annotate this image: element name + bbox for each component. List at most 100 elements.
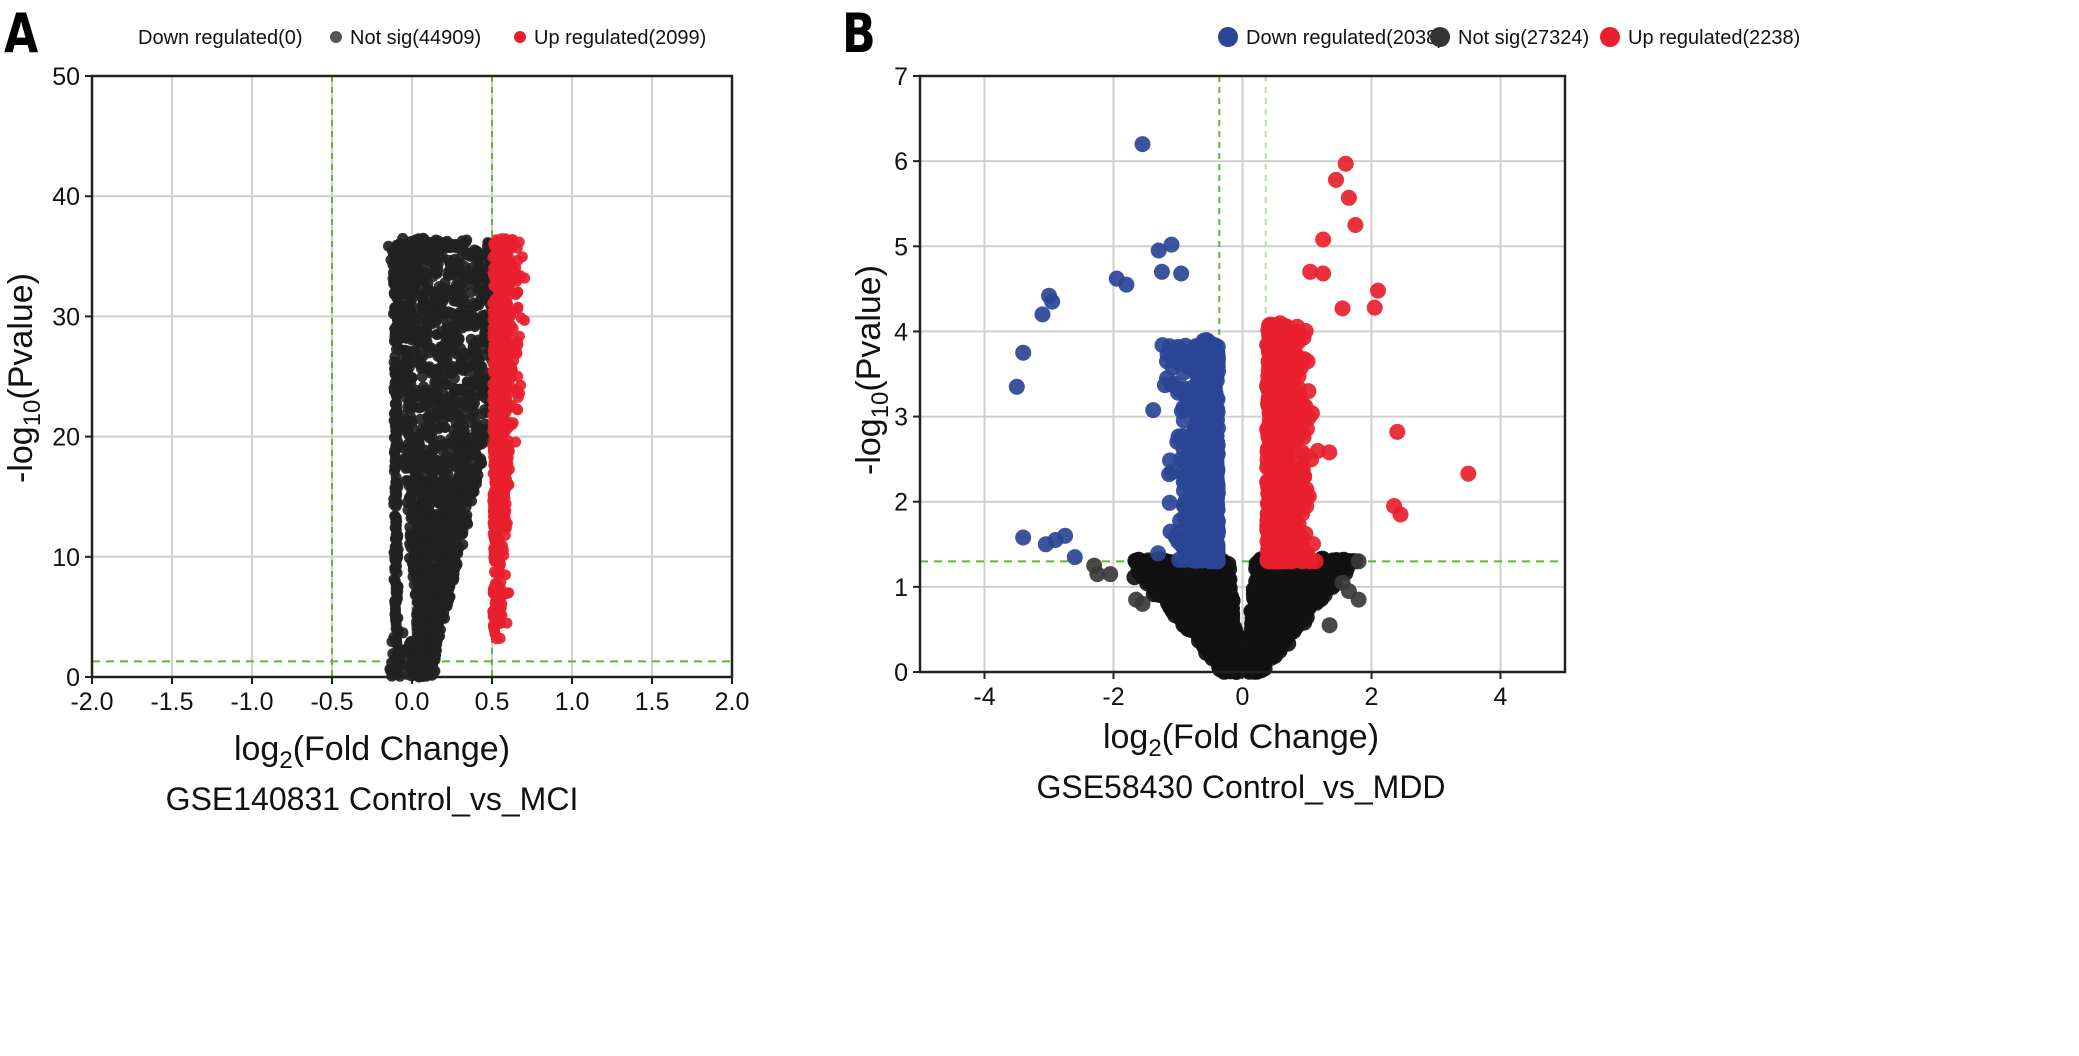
point-not-sig (409, 563, 421, 575)
point-not-sig (398, 376, 410, 388)
point-not-sig (391, 314, 403, 325)
point-not-sig (390, 595, 402, 607)
point-not-sig (1160, 595, 1176, 612)
y-tick-label: 20 (52, 424, 80, 452)
point-not-sig (403, 318, 415, 330)
point-not-sig (1208, 583, 1225, 600)
point-not-sig (468, 319, 480, 331)
point-not-sig (412, 460, 424, 472)
point-up-regulated (512, 286, 524, 298)
point-not-sig (437, 445, 449, 457)
point-down-regulated (1206, 463, 1223, 480)
point-not-sig (388, 432, 400, 444)
point-not-sig (1102, 566, 1119, 583)
point-not-sig (429, 439, 441, 451)
point-not-sig (421, 269, 433, 281)
point-up-regulated (502, 352, 514, 364)
point-not-sig (475, 455, 487, 467)
point-not-sig (446, 478, 458, 490)
point-not-sig (425, 641, 437, 653)
point-up-regulated (495, 602, 507, 614)
point-not-sig (445, 258, 457, 270)
point-not-sig (391, 479, 403, 491)
point-up-regulated (516, 251, 528, 263)
point-not-sig (1283, 607, 1300, 624)
point-down-regulated (1191, 463, 1208, 480)
point-not-sig (388, 465, 400, 477)
point-not-sig (451, 522, 463, 534)
point-not-sig (433, 281, 445, 292)
point-not-sig (456, 240, 468, 252)
point-up-regulated (491, 368, 503, 380)
point-not-sig (419, 397, 431, 409)
point-down-regulated (1203, 545, 1220, 561)
point-up-regulated (513, 236, 525, 248)
x-tick-label: -1.5 (150, 688, 193, 716)
point-not-sig (1212, 627, 1229, 643)
point-not-sig (1350, 591, 1367, 608)
point-not-sig (421, 236, 433, 248)
point-not-sig (461, 509, 473, 521)
point-up-regulated (503, 463, 515, 475)
x-tick-label: 2.0 (715, 688, 750, 716)
point-not-sig (389, 451, 401, 462)
point-up-regulated (511, 403, 523, 415)
point-up-regulated (497, 255, 509, 267)
point-not-sig (446, 322, 458, 334)
point-up-regulated (489, 267, 501, 279)
point-up-regulated (494, 568, 506, 579)
point-not-sig (1221, 606, 1238, 623)
point-up-regulated (491, 464, 503, 476)
point-down-regulated (1207, 429, 1224, 446)
point-up-regulated (494, 474, 506, 486)
point-up-regulated (495, 454, 507, 465)
point-down-regulated (1161, 466, 1178, 483)
grid-b (920, 75, 1565, 673)
point-not-sig (391, 635, 403, 647)
point-not-sig (415, 246, 427, 257)
point-not-sig (438, 578, 450, 589)
point-not-sig (427, 610, 439, 622)
point-down-regulated (1199, 480, 1216, 497)
point-not-sig (441, 489, 453, 501)
point-not-sig (474, 251, 485, 263)
point-not-sig (411, 486, 423, 497)
point-up-regulated (501, 617, 513, 629)
point-not-sig (1255, 605, 1272, 622)
y-axis-title-a: -log10(Pvalue) (2, 273, 46, 483)
point-not-sig (427, 471, 438, 483)
point-not-sig (409, 656, 421, 667)
point-not-sig (404, 448, 416, 460)
point-not-sig (447, 574, 459, 586)
point-not-sig (399, 239, 411, 251)
point-not-sig (415, 413, 426, 425)
volcano-plot-a: -2.0 -1.5 -1.0 -0.5 0.0 0.5 1.0 1.5 2.0010203040… (2, 27, 749, 817)
point-not-sig (421, 336, 433, 348)
point-up-regulated (493, 327, 505, 338)
point-not-sig (447, 399, 459, 411)
point-not-sig (459, 493, 471, 505)
point-down-regulated (1198, 374, 1215, 390)
point-not-sig (1321, 617, 1338, 634)
point-up-regulated (493, 237, 505, 249)
point-not-sig (385, 254, 397, 266)
point-up-regulated (501, 339, 512, 351)
point-not-sig (429, 521, 440, 533)
point-not-sig (417, 525, 429, 536)
x-tick-label: 0.0 (395, 688, 430, 716)
point-down-regulated (1183, 506, 1200, 523)
chart-title-a: GSE140831 Control_vs_MCI (166, 781, 579, 817)
x-axis-title-a: log2(Fold Change) (234, 730, 510, 774)
point-not-sig (453, 333, 465, 345)
point-not-sig (1256, 635, 1273, 652)
point-up-regulated (503, 326, 515, 338)
point-not-sig (430, 480, 442, 492)
point-not-sig (1272, 587, 1289, 604)
point-not-sig (431, 386, 443, 398)
point-not-sig (392, 623, 403, 635)
point-down-regulated (1209, 513, 1226, 530)
point-not-sig (450, 295, 462, 307)
point-not-sig (455, 251, 467, 263)
legend-a: Down regulated(0) Not sig(44909) Up regula… (138, 27, 706, 49)
point-not-sig (421, 494, 433, 506)
